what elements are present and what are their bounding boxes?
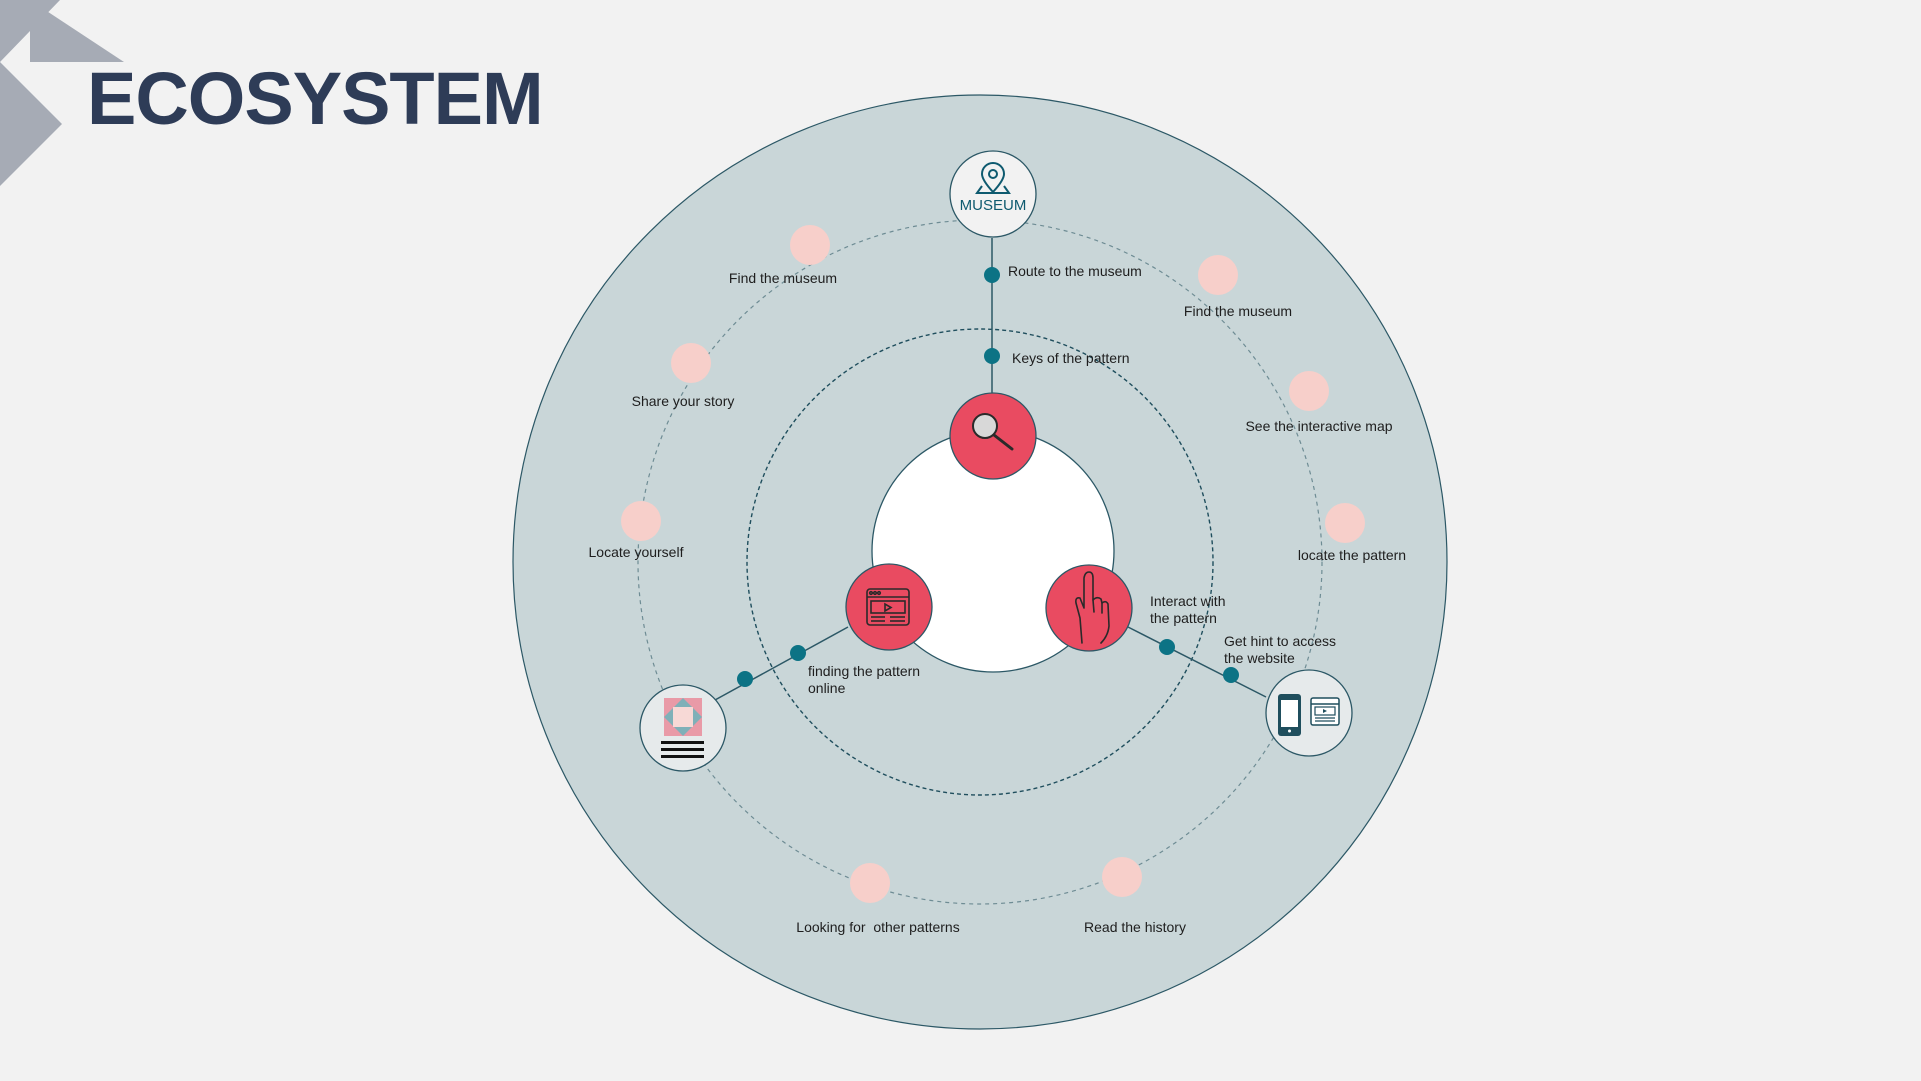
- hub-museum[interactable]: MUSEUM: [949, 150, 1037, 238]
- label-looking-other-patterns: Looking for other patterns: [796, 919, 959, 935]
- core-node-online[interactable]: [845, 563, 933, 651]
- label-share-story: Share your story: [632, 393, 735, 409]
- phone-and-browser-icon: [1278, 694, 1340, 736]
- logo-triangle-bottom: [0, 124, 62, 186]
- magnifier-icon: [972, 413, 1014, 451]
- spoke-interact: [1127, 626, 1267, 698]
- dot-locate-yourself[interactable]: [621, 501, 661, 541]
- dot-route-museum[interactable]: [984, 267, 1000, 283]
- label-hint-line-2: the website: [1224, 650, 1295, 666]
- dot-find-museum-left[interactable]: [790, 225, 830, 265]
- inner-dashed-ring: [746, 328, 1214, 796]
- logo-triangle-left: [0, 62, 62, 124]
- label-find-museum-left: Find the museum: [729, 270, 837, 286]
- spoke-dots: [737, 267, 1239, 687]
- dot-locate-pattern[interactable]: [1325, 503, 1365, 543]
- browser-video-icon: [866, 588, 910, 626]
- label-locate-pattern: locate the pattern: [1298, 547, 1406, 563]
- museum-label: MUSEUM: [960, 197, 1027, 214]
- dot-online-inner[interactable]: [790, 645, 806, 661]
- core-node-search[interactable]: [949, 392, 1037, 480]
- dot-online-outer[interactable]: [737, 671, 753, 687]
- dot-find-museum-right[interactable]: [1198, 255, 1238, 295]
- label-keys-of-pattern: Keys of the pattern: [1012, 350, 1130, 366]
- logo-triangle-right: [30, 0, 124, 62]
- dot-read-history[interactable]: [1102, 857, 1142, 897]
- dot-see-interactive-map[interactable]: [1289, 371, 1329, 411]
- label-read-history: Read the history: [1084, 919, 1186, 935]
- dot-get-hint[interactable]: [1223, 667, 1239, 683]
- label-see-interactive-map: See the interactive map: [1245, 418, 1392, 434]
- pointing-hand-icon: [1075, 571, 1110, 644]
- label-interact-line-1: Interact with: [1150, 593, 1225, 609]
- dot-interact[interactable]: [1159, 639, 1175, 655]
- dot-looking-other-patterns[interactable]: [850, 863, 890, 903]
- page-title: ECOSYSTEM: [87, 57, 544, 140]
- map-pin-icon: [975, 162, 1011, 194]
- core-node-interact[interactable]: [1045, 564, 1133, 652]
- spoke-online: [714, 626, 849, 701]
- label-finding-pattern-online: finding the pattern online: [808, 663, 924, 696]
- hub-devices[interactable]: [1265, 669, 1353, 757]
- hub-pattern-card[interactable]: [639, 684, 727, 772]
- label-finding-line-1: finding the pattern: [808, 663, 920, 679]
- brand-logo: [0, 0, 124, 186]
- label-find-museum-right: Find the museum: [1184, 303, 1292, 319]
- label-interact-line-2: the pattern: [1150, 610, 1217, 626]
- label-get-hint: Get hint to access the website: [1224, 633, 1340, 666]
- touchpoint-dots: [621, 225, 1365, 903]
- dot-share-story[interactable]: [671, 343, 711, 383]
- label-interact-with-pattern: Interact with the pattern: [1150, 593, 1229, 626]
- quilt-pattern-icon: [661, 698, 704, 758]
- label-finding-line-2: online: [808, 680, 846, 696]
- label-locate-yourself: Locate yourself: [589, 544, 684, 560]
- spoke-lines: [714, 238, 1267, 701]
- dot-keys-pattern[interactable]: [984, 348, 1000, 364]
- label-route-to-museum: Route to the museum: [1008, 263, 1142, 279]
- label-hint-line-1: Get hint to access: [1224, 633, 1336, 649]
